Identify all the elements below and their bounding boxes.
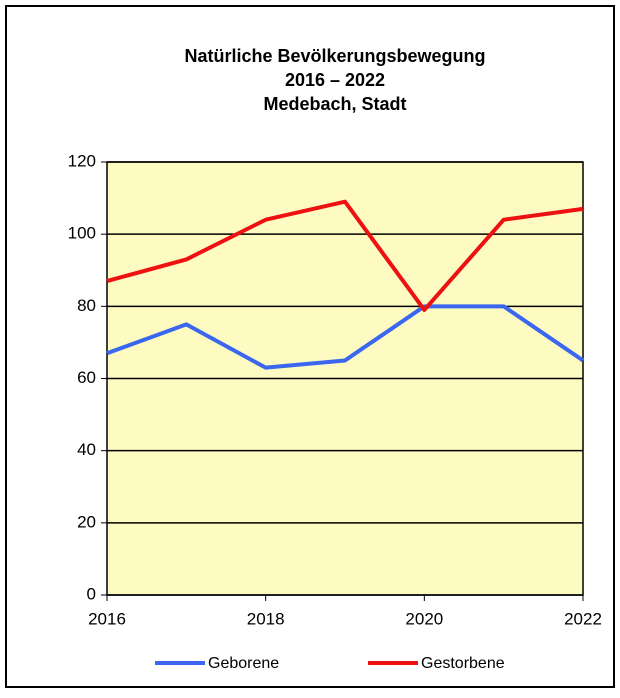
legend-label: Geborene bbox=[208, 655, 279, 672]
x-tick-label: 2020 bbox=[405, 609, 443, 628]
y-tick-label: 60 bbox=[77, 368, 96, 387]
x-tick-label: 2018 bbox=[247, 609, 285, 628]
chart-title: Medebach, Stadt bbox=[263, 94, 406, 114]
y-tick-label: 40 bbox=[77, 440, 96, 459]
line bbox=[106, 304, 585, 370]
y-tick-label: 0 bbox=[87, 584, 96, 603]
legend-label: Gestorbene bbox=[421, 655, 505, 672]
chart-title: Natürliche Bevölkerungsbewegung bbox=[184, 46, 485, 66]
y-tick-label: 20 bbox=[77, 512, 96, 531]
chart-title: 2016 – 2022 bbox=[285, 70, 385, 90]
y-tick-label: 120 bbox=[68, 151, 96, 170]
line bbox=[106, 199, 584, 312]
x-tick-label: 2016 bbox=[88, 609, 126, 628]
plot-border bbox=[106, 161, 584, 596]
x-tick-label: 2022 bbox=[564, 609, 602, 628]
y-tick-label: 100 bbox=[68, 224, 96, 243]
y-tick-label: 80 bbox=[77, 296, 96, 315]
